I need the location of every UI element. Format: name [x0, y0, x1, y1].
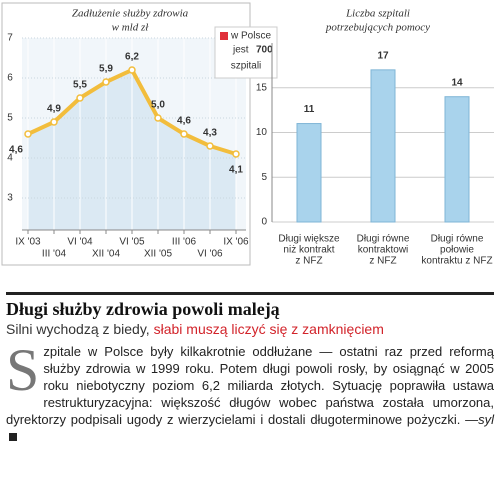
charts: Zadłużenie służby zdrowia w mld zł Liczb… — [1, 2, 494, 267]
bar — [444, 96, 470, 223]
y-tick-label: 3 — [7, 193, 13, 204]
data-label: 4,1 — [229, 165, 243, 176]
x-tick-label: VI '06 — [197, 249, 223, 260]
subhead-part: Silni wychodzą z biedy, — [6, 321, 150, 337]
x-tick-label: Długi większe — [278, 234, 340, 245]
x-tick-label: Długi równe — [431, 234, 484, 245]
point — [128, 66, 136, 74]
y-tick-label: 5 — [7, 113, 13, 124]
bar — [370, 69, 396, 223]
rule — [6, 292, 494, 295]
data-label: 17 — [377, 50, 389, 61]
data-label: 4,6 — [9, 145, 23, 156]
subhead: Silni wychodzą z biedy, słabi muszą licz… — [6, 321, 494, 337]
x-tick-label: XII '04 — [92, 249, 120, 260]
x-tick-label: niż kontrakt — [283, 245, 334, 256]
data-label: 5,0 — [151, 100, 165, 111]
point — [206, 142, 214, 150]
drop-cap: S — [6, 337, 40, 403]
point — [232, 150, 240, 158]
y-tick-label: 0 — [261, 217, 267, 228]
y-tick-label: 4 — [7, 153, 13, 164]
x-tick-label: III '04 — [42, 249, 67, 260]
annotation: 700 — [256, 45, 273, 56]
article-text: zpitale w Polsce były kilkakrotnie oddłu… — [6, 344, 494, 427]
x-tick-label: kontraktowi — [358, 245, 409, 256]
left-frame — [1, 2, 251, 266]
x-tick-label: VI '04 — [67, 237, 93, 248]
point — [76, 94, 84, 102]
point — [102, 78, 110, 86]
x-tick-label: IX '03 — [15, 237, 41, 248]
data-label: 5,5 — [73, 80, 87, 91]
point — [24, 130, 32, 138]
end-mark — [9, 433, 17, 441]
data-label: 5,9 — [99, 64, 113, 75]
x-tick-label: połowie — [440, 245, 474, 256]
signature: —syl — [465, 412, 494, 427]
chart-title: Liczba szpitali — [345, 8, 410, 20]
x-tick-label: III '06 — [172, 237, 197, 248]
data-label: 14 — [451, 77, 463, 88]
subhead-part: słabi muszą liczyć się z zamknięciem — [153, 321, 384, 337]
y-tick-label: 15 — [256, 82, 268, 93]
point — [50, 118, 58, 126]
x-tick-label: kontraktu z NFZ — [421, 256, 492, 267]
bar — [296, 123, 322, 223]
y-tick-label: 10 — [256, 127, 268, 138]
headline: Długi służby zdrowia powoli maleją — [6, 299, 280, 319]
y-tick-label: 7 — [7, 33, 13, 44]
annotation-marker — [220, 32, 228, 40]
point — [154, 114, 162, 122]
x-tick-label: VI '05 — [119, 237, 145, 248]
data-label: 4,3 — [203, 128, 217, 139]
article: Długi służby zdrowia powoli maleją Silni… — [6, 292, 494, 445]
x-tick-label: z NFZ — [295, 256, 322, 267]
x-tick-label: XII '05 — [144, 249, 172, 260]
chart-title: potrzebujących pomocy — [325, 22, 430, 34]
x-tick-label: z NFZ — [369, 256, 396, 267]
y-tick-label: 5 — [261, 172, 267, 183]
chart-title: w mld zł — [112, 22, 150, 34]
y-tick-label: 6 — [7, 73, 13, 84]
annotation: jest — [232, 45, 249, 56]
x-tick-label: Długi równe — [357, 234, 410, 245]
data-label: 11 — [304, 104, 315, 115]
annotation: w Polsce — [230, 31, 271, 42]
data-label: 4,6 — [177, 116, 191, 127]
data-label: 4,9 — [47, 104, 61, 115]
x-tick-label: IX '06 — [223, 237, 249, 248]
point — [180, 130, 188, 138]
data-label: 6,2 — [125, 52, 139, 63]
chart-title: Zadłużenie służby zdrowia — [72, 8, 189, 20]
annotation: szpitali — [231, 61, 262, 72]
